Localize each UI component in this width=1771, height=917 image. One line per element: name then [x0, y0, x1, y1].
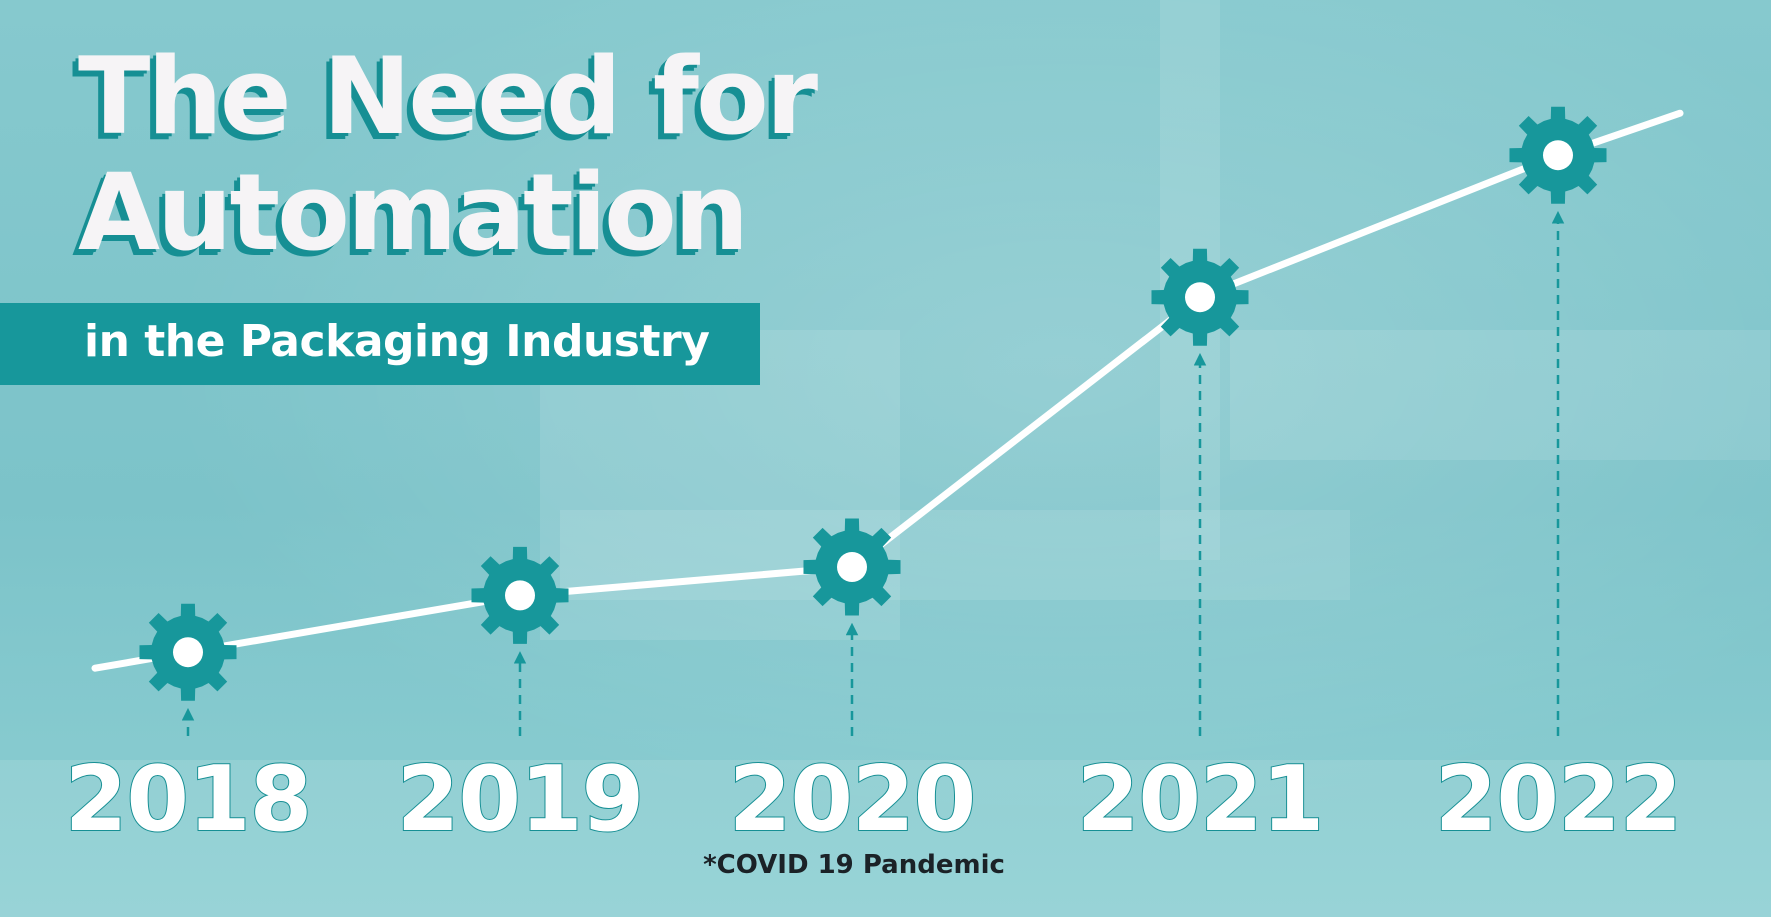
- subtitle-band: [0, 303, 760, 385]
- gear-icon: [1509, 106, 1607, 204]
- subtitle: in the Packaging Industry: [84, 316, 710, 367]
- background-conveyor: [560, 510, 1350, 600]
- x-tick-label-2022: 2022: [1435, 747, 1682, 852]
- gear-icon: [803, 518, 901, 616]
- x-tick-label-2018: 2018: [65, 747, 312, 852]
- background-shelving: [1230, 330, 1770, 460]
- x-tick-label-2021: 2021: [1077, 747, 1324, 852]
- x-tick-label-2019: 2019: [397, 747, 644, 852]
- x-tick-label-2020: 2020: [729, 747, 976, 852]
- gear-icon: [139, 603, 237, 701]
- covid-footnote: *COVID 19 Pandemic: [703, 850, 1005, 880]
- background-floor: [0, 760, 1771, 917]
- gear-icon: [471, 546, 569, 644]
- title-line-2: Automation: [78, 151, 749, 274]
- gear-icon: [1151, 248, 1249, 346]
- series-line: [91, 109, 1684, 672]
- title-line-1: The Need for: [78, 35, 818, 158]
